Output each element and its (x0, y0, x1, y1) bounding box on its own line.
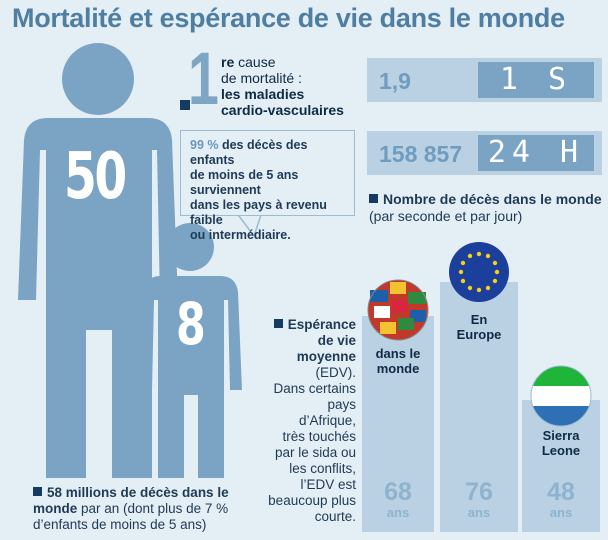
child-head (166, 223, 214, 271)
deaths-caption-bold: monde (33, 501, 78, 516)
eu-flag-icon (449, 242, 509, 302)
edv-bold-line: moyenne (296, 349, 356, 364)
edv-line: l’EDV est (300, 477, 356, 492)
bullet-square (180, 100, 190, 110)
cause-rank-number: 1 (188, 37, 219, 120)
cause-line4: cardio-vasculaires (221, 102, 344, 118)
life-expectancy-text: Espérance de vie moyenne (EDV). Dans cer… (268, 317, 356, 525)
counter-caption: Nombre de décès dans le monde (par secon… (369, 191, 602, 225)
col-world-value: 68 (384, 478, 412, 506)
col-sierra-label: Sierra Leone (541, 428, 581, 458)
col-europe (440, 282, 518, 532)
bubble-line2: de moins de 5 ans surviennent (190, 168, 299, 197)
edv-line: (EDV). (315, 365, 357, 380)
cause-text: re cause de mortalité : les maladies car… (221, 54, 344, 118)
edv-line: courte. (314, 509, 356, 524)
page-title: Mortalité et espérance de vie dans le mo… (12, 3, 565, 33)
counter-per-second: 1,9 1 S (367, 58, 602, 102)
bubble-line1: des décès des enfants (190, 138, 308, 167)
cause-line3: les maladies (221, 86, 305, 102)
edv-line: par le sida ou (274, 445, 356, 460)
adult-body (18, 118, 178, 478)
deaths-caption-text: d’enfants de moins de 5 ans) (33, 517, 207, 532)
adult-number: 50 (64, 140, 127, 214)
speech-bubble (180, 130, 355, 216)
edv-line: d’Afrique, (298, 413, 356, 428)
child-number: 8 (176, 290, 206, 358)
col-europe-label: En Europe (456, 312, 502, 342)
globe-flags-icon (367, 279, 429, 341)
counter-display: 1 S (478, 62, 594, 98)
bubble-percent: 99 % (190, 138, 219, 152)
col-sierra-unit: ans (549, 505, 573, 520)
edv-line: les conflits, (289, 461, 356, 476)
cause-suffix: re (221, 54, 235, 70)
bullet-square (273, 319, 283, 328)
deaths-caption-bold: 58 millions de décès dans le (47, 485, 229, 500)
cause-line1: cause (238, 54, 276, 70)
bubble-line4: ou intermédiaire. (190, 228, 291, 242)
col-world (362, 316, 434, 532)
bubble-line3: dans les pays à revenu faible (190, 198, 327, 227)
counter-per-day: 158 857 24 H (367, 131, 602, 175)
col-sierra-value: 48 (547, 478, 575, 506)
deaths-caption: 58 millions de décès dans le monde par a… (33, 485, 248, 533)
col-world-label: dans le monde (375, 346, 421, 376)
col-world-unit: ans (386, 505, 410, 520)
col-europe-value: 76 (465, 478, 493, 506)
cause-line2: de mortalité : (221, 70, 302, 86)
speech-bubble-text: 99 % des décès des enfants de moins de 5… (190, 138, 355, 243)
adult-head (62, 43, 134, 115)
bullet-square (33, 487, 42, 496)
child-body (140, 276, 242, 478)
edv-line: pays (327, 397, 356, 412)
bullet-square (369, 194, 378, 203)
edv-line: beaucoup plus (268, 493, 356, 508)
counter-display: 24 H (478, 135, 594, 171)
edv-bold-line: de vie (317, 333, 356, 348)
edv-line: très touchés (282, 429, 356, 444)
col-europe-unit: ans (467, 505, 491, 520)
counter-value: 1,9 (379, 68, 411, 94)
sierra-leone-flag-icon (530, 365, 592, 427)
counter-caption-title: Nombre de décès dans le monde (383, 191, 602, 207)
edv-bold-line: Espérance (287, 317, 356, 332)
deaths-caption-text: par an (dont plus de 7 % (77, 501, 229, 516)
counter-caption-sub: (par seconde et par jour) (369, 208, 523, 224)
edv-line: Dans certains (273, 381, 356, 396)
counter-value: 158 857 (379, 141, 463, 167)
